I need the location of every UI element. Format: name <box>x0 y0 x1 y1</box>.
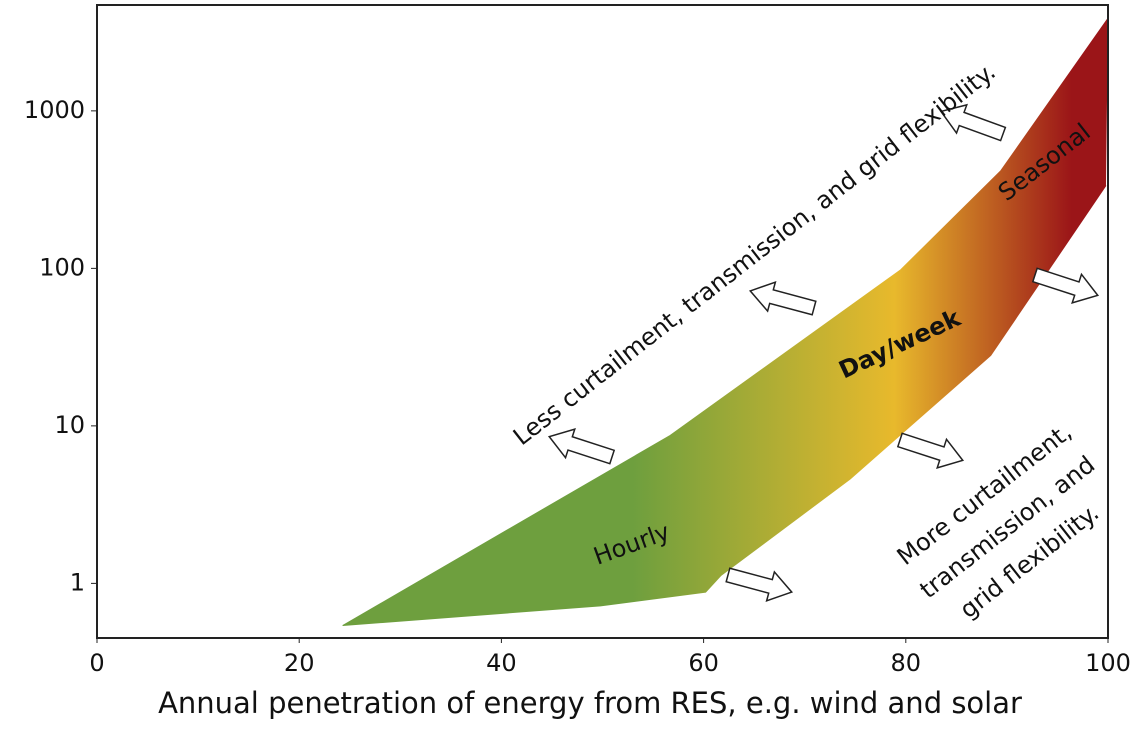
y-tick-label: 1 <box>70 568 85 596</box>
arrow <box>894 424 969 476</box>
x-axis-label: Annual penetration of energy from RES, e… <box>158 686 1022 720</box>
band-fill <box>342 18 1109 626</box>
band-edge <box>342 185 1107 627</box>
x-tick-label: 40 <box>486 649 517 677</box>
y-tick-label: 10 <box>54 411 85 439</box>
x-tick-label: 60 <box>688 649 719 677</box>
x-tick-label: 20 <box>284 649 315 677</box>
y-tick-label: 1000 <box>24 96 85 124</box>
x-tick-label: 100 <box>1085 649 1131 677</box>
y-tick-label: 100 <box>39 253 85 281</box>
arrow <box>543 421 618 473</box>
arrow <box>745 275 819 324</box>
x-tick-label: 0 <box>89 649 104 677</box>
band-edge <box>342 18 1109 626</box>
plot-frame <box>96 4 1109 639</box>
x-tick-label: 80 <box>891 649 922 677</box>
arrow <box>723 559 797 608</box>
